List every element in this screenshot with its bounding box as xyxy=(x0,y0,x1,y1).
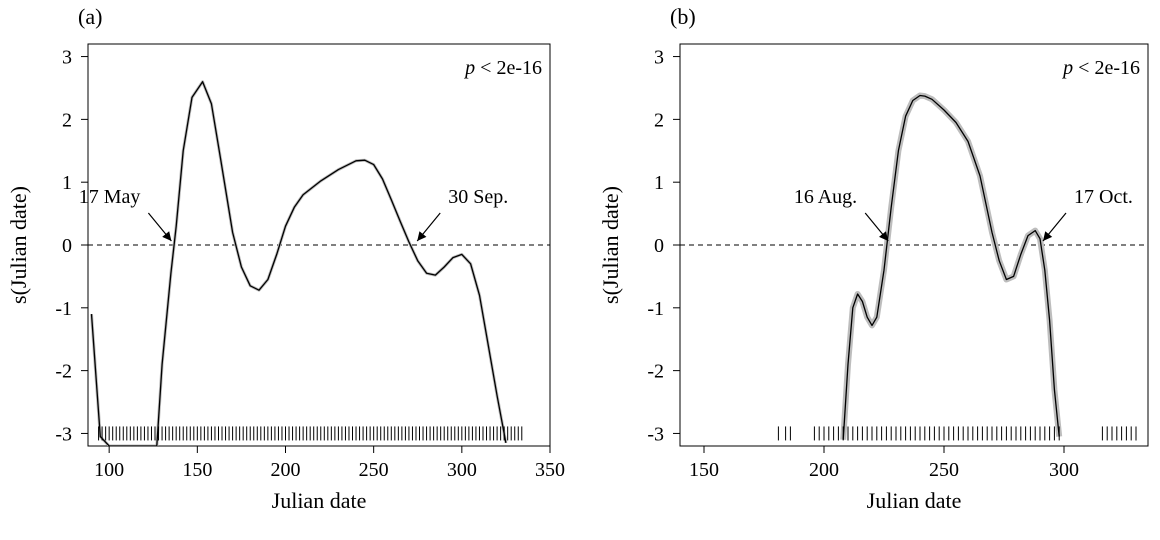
p-symbol: p xyxy=(1061,57,1073,79)
confidence-band xyxy=(90,80,508,446)
annotation-arrowhead xyxy=(1043,231,1053,241)
y-tick-label: -3 xyxy=(55,423,72,445)
annotation-label: 16 Aug. xyxy=(794,186,857,208)
x-tick-label: 150 xyxy=(689,459,719,481)
panel-label: (b) xyxy=(670,4,696,29)
annotation-arrowhead xyxy=(162,231,172,241)
y-tick-label: -2 xyxy=(647,361,664,383)
annotation-label: 17 Oct. xyxy=(1074,186,1133,208)
x-axis-label: Julian date xyxy=(867,488,962,513)
y-tick-label: -1 xyxy=(55,298,72,320)
confidence-band xyxy=(840,92,1063,440)
smooth-curve-line xyxy=(842,94,1060,440)
x-tick-label: 250 xyxy=(929,459,959,481)
x-tick-label: 300 xyxy=(1049,459,1079,481)
x-tick-label: 300 xyxy=(447,459,477,481)
y-tick-label: 0 xyxy=(654,235,664,257)
annotation-arrowhead xyxy=(417,231,427,241)
x-tick-label: 250 xyxy=(359,459,389,481)
p-symbol: p xyxy=(463,57,475,79)
y-tick-label: 2 xyxy=(62,109,72,131)
y-tick-label: 3 xyxy=(62,47,72,69)
annotation-arrowhead xyxy=(879,231,889,241)
y-tick-label: 2 xyxy=(654,109,664,131)
panel-b: (b) -3 -2 -1 0 1 2 3 150 200 250 300 Julian date s(Ju… xyxy=(598,4,1149,513)
p-value-text: < 2e-16 xyxy=(475,57,542,79)
y-axis-label: s(Julian date) xyxy=(598,186,623,304)
x-tick-label: 150 xyxy=(182,459,212,481)
annotation-label: 30 Sep. xyxy=(448,186,508,208)
y-axis-label: s(Julian date) xyxy=(6,186,31,304)
y-tick-label: -1 xyxy=(647,298,664,320)
panel-a: (a) -3 -2 -1 0 1 2 3 100 150 200 250 300 350 Julian da… xyxy=(6,4,565,513)
x-tick-label: 100 xyxy=(94,459,124,481)
panel-label: (a) xyxy=(78,4,102,29)
p-value-annotation: p < 2e-16 xyxy=(463,57,542,79)
x-tick-label: 200 xyxy=(809,459,839,481)
y-tick-label: -3 xyxy=(647,423,664,445)
annotation-label: 17 May xyxy=(79,186,141,208)
x-tick-label: 350 xyxy=(535,459,565,481)
plot-frame xyxy=(87,43,551,447)
p-value-text: < 2e-16 xyxy=(1073,57,1140,79)
x-axis-label: Julian date xyxy=(272,488,367,513)
x-tick-label: 200 xyxy=(270,459,300,481)
y-tick-label: 1 xyxy=(654,172,664,194)
y-tick-label: -2 xyxy=(55,361,72,383)
p-value-annotation: p < 2e-16 xyxy=(1061,57,1140,79)
y-tick-label: 0 xyxy=(62,235,72,257)
y-tick-label: 3 xyxy=(654,47,664,69)
y-tick-label: 1 xyxy=(62,172,72,194)
smooth-curve-line xyxy=(90,81,507,446)
